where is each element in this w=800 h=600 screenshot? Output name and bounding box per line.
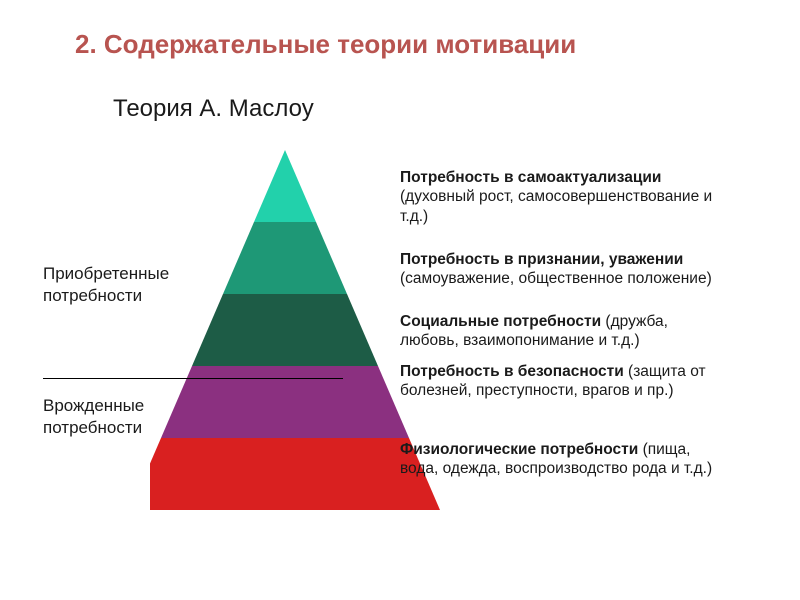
- subtitle: Теория А. Маслоу: [113, 95, 314, 123]
- level-desc-bold-1: Потребность в признании, уважении: [400, 251, 683, 268]
- level-desc-4: Физиологические потребности (пища, вода,…: [400, 440, 730, 479]
- pyramid-layer-1: [223, 222, 347, 294]
- level-desc-bold-0: Потребность в самоактуализации: [400, 169, 661, 186]
- pyramid-layer-3: [161, 366, 409, 438]
- pyramid-layer-4: [150, 438, 440, 510]
- level-desc-2: Социальные потребности (дружба, любовь, …: [400, 312, 730, 351]
- level-desc-bold-2: Социальные потребности: [400, 313, 601, 330]
- pyramid-layer-2: [192, 294, 378, 366]
- level-desc-rest-0: (духовный рост, самосовершенствование и …: [400, 188, 712, 224]
- main-title: 2. Содержательные теории мотивации: [75, 28, 576, 62]
- level-desc-1: Потребность в признании, уважении (самоу…: [400, 250, 730, 289]
- side-label-acquired: Приобретенные потребности: [43, 263, 173, 307]
- category-separator: [43, 378, 343, 379]
- pyramid-layer-0: [254, 150, 316, 222]
- level-desc-0: Потребность в самоактуализации (духовный…: [400, 168, 730, 226]
- level-desc-rest-1: (самоуважение, общественное положение): [400, 270, 712, 287]
- level-desc-bold-4: Физиологические потребности: [400, 441, 638, 458]
- side-label-innate: Врожденные потребности: [43, 395, 173, 439]
- level-desc-bold-3: Потребность в безопасности: [400, 363, 624, 380]
- level-desc-3: Потребность в безопасности (защита от бо…: [400, 362, 730, 401]
